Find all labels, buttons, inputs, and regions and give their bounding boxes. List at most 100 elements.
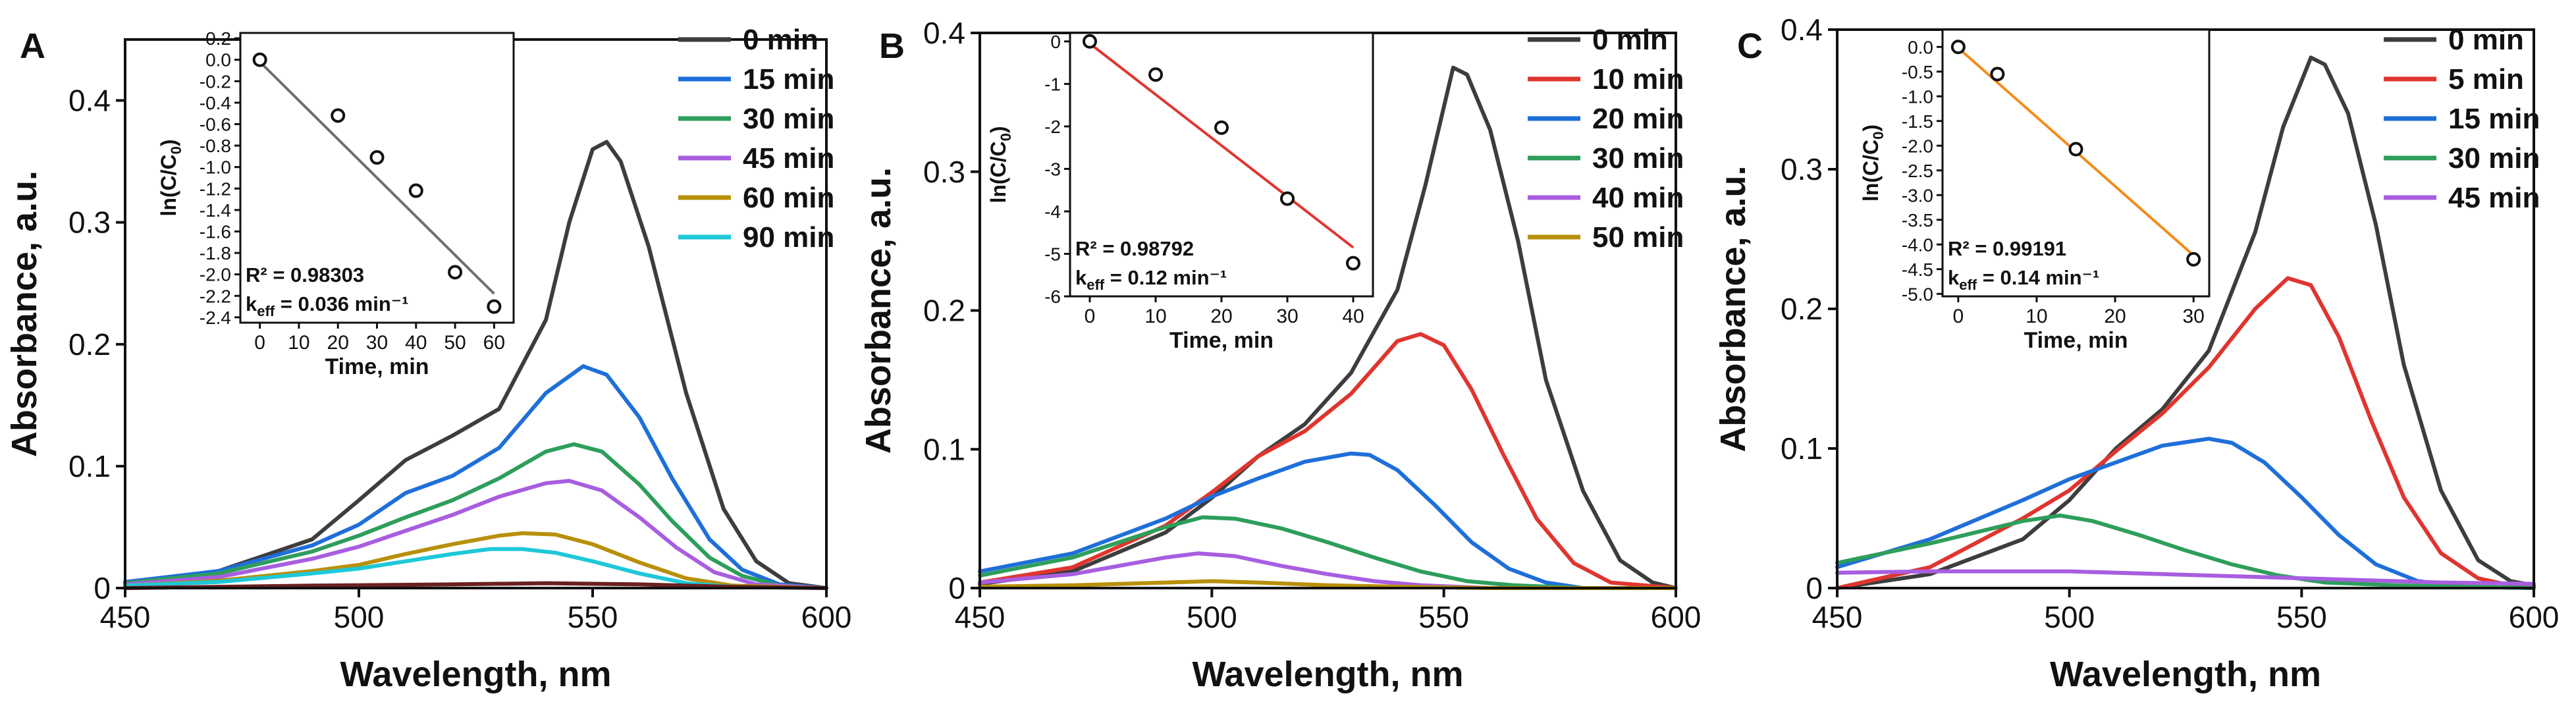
y-tick-label: 0.4	[1781, 13, 1823, 47]
inset-x-tick-label: 50	[444, 332, 466, 354]
k-sub: eff	[1087, 277, 1105, 293]
inset-x-tick-label: 40	[405, 332, 427, 354]
k-eff-annotation: keff = 0.14 min⁻¹	[1948, 266, 2099, 293]
x-tick-label: 600	[2509, 600, 2560, 634]
inset-y-tick-label: -3.5	[1902, 210, 1933, 230]
series-line-2	[978, 451, 1678, 590]
data-point	[252, 52, 267, 67]
panel-label: B	[879, 26, 905, 66]
series-line-1	[1835, 276, 2536, 590]
inset-y-tick-label: -6	[1044, 286, 1061, 307]
legend-label: 0 min	[743, 24, 818, 56]
data-point	[1990, 67, 2005, 82]
inset-y-tick-label: -2	[1044, 117, 1061, 137]
series-line-2	[1835, 437, 2536, 590]
inset-x-tick-label: 20	[1210, 306, 1232, 327]
y-tick-label: 0	[1806, 571, 1823, 605]
inset-x-tick-label: 30	[2182, 306, 2204, 327]
series-line-0	[123, 140, 828, 590]
series-line-3	[1835, 513, 2536, 590]
legend-label: 45 min	[2448, 182, 2540, 214]
inset-x-tick-label: 20	[327, 332, 349, 354]
fit-line	[259, 61, 495, 295]
inset-y-tick-label: 0.0	[1908, 37, 1933, 57]
inset-y-tick-label: -0.2	[200, 71, 231, 92]
legend: 0 min 5 min 15 min 30 min 45 min	[2384, 24, 2540, 214]
chart-panel-c: C 450 500 550 600 0 0.1 0.2 0.3 0.4 Wavelength, nm…	[1713, 13, 2559, 694]
panel-label: C	[1737, 26, 1763, 66]
series-line-0	[1835, 55, 2536, 590]
inset-x-tick-label: 10	[1144, 306, 1166, 327]
x-tick-label: 450	[1812, 600, 1863, 634]
y-tick-label: 0.3	[923, 155, 965, 189]
series-line-3	[123, 479, 828, 590]
inset-y-tick-label: -1.4	[200, 200, 231, 221]
legend-label: 0 min	[1592, 24, 1668, 56]
x-tick-label: 500	[334, 600, 385, 634]
y-tick-label: 0.1	[1781, 431, 1823, 466]
k-rest: = 0.12 min⁻¹	[1104, 266, 1227, 289]
x-tick-label: 550	[568, 600, 618, 634]
r-squared-annotation: R² = 0.98303	[246, 263, 364, 286]
inset-y-tick-label: -1.0	[1902, 86, 1933, 107]
inset-ylabel-sub: 0	[1870, 132, 1887, 140]
r-squared-annotation: R² = 0.99191	[1948, 237, 2066, 260]
legend-label: 30 min	[743, 103, 834, 135]
inset-y-tick-label: 0.0	[205, 50, 231, 70]
inset-y-tick-label: -3	[1044, 159, 1061, 179]
inset-plot: 0 10 20 30 40 50 600.20.0-0.2-0.4-0.6-0.8-1.0-…	[157, 28, 515, 379]
x-axis-label: Wavelength, nm	[1192, 655, 1463, 694]
y-axis-label: Absorbance, a.u.	[1713, 165, 1753, 452]
y-tick-label: 0.2	[1781, 292, 1823, 326]
inset-y-tick-label: -2.4	[200, 308, 231, 328]
y-tick-label: 0	[948, 571, 965, 605]
legend-label: 10 min	[1592, 63, 1684, 95]
inset-x-tick-label: 40	[1342, 306, 1364, 327]
inset-y-tick-label: -0.5	[1902, 62, 1933, 82]
data-point	[369, 150, 385, 165]
k-main: k	[246, 292, 257, 315]
inset-y-tick-label: -5.0	[1902, 284, 1933, 304]
panel-label: A	[20, 26, 45, 66]
series-line-1	[123, 364, 828, 590]
y-axis-label: Absorbance, a.u.	[5, 171, 44, 457]
y-tick-label: 0.1	[68, 449, 111, 483]
data-point	[1148, 67, 1163, 82]
y-tick-label: 0.4	[923, 16, 965, 50]
inset-x-axis-label: Time, min	[1169, 328, 1274, 353]
data-point	[331, 108, 346, 123]
legend-label: 20 min	[1592, 103, 1684, 135]
inset-ylabel-close: )	[986, 126, 1010, 133]
inset-x-tick-label: 0	[1952, 306, 1964, 327]
x-tick-label: 600	[1651, 600, 1702, 634]
inset-y-axis-label: ln(C/C0)	[986, 126, 1014, 203]
inset-x-tick-label: 60	[483, 332, 505, 354]
inset-y-tick-label: -2.0	[200, 265, 231, 285]
inset-y-tick-label: -4.0	[1902, 234, 1933, 255]
inset-y-tick-label: -1.6	[200, 221, 231, 242]
inset-x-axis-label: Time, min	[2024, 328, 2128, 353]
inset-y-tick-label: -0.6	[200, 115, 231, 135]
data-point	[2186, 252, 2201, 267]
data-point	[408, 183, 423, 198]
inset-y-tick-label: -3.0	[1902, 185, 1933, 205]
k-rest: = 0.036 min⁻¹	[275, 292, 408, 315]
inset-x-tick-label: 10	[288, 332, 309, 354]
y-tick-label: 0.3	[1781, 152, 1823, 186]
inset-y-tick-label: -1.0	[200, 157, 231, 178]
legend-label: 50 min	[1592, 221, 1684, 254]
inset-y-tick-label: 0.2	[205, 28, 231, 49]
chart-panel-b: B 450 500 550 600 0 0.1 0.2 0.3 0.4 Wavelength, nm…	[859, 16, 1701, 694]
x-tick-label: 500	[2044, 600, 2095, 634]
inset-ylabel-sub: 0	[168, 146, 184, 154]
inset-ylabel-main: ln(C/C	[986, 141, 1010, 203]
k-eff-annotation: keff = 0.036 min⁻¹	[246, 292, 408, 319]
x-tick-label: 600	[801, 600, 852, 634]
inset-y-tick-label: -1.8	[200, 243, 231, 263]
x-axis-label: Wavelength, nm	[2050, 655, 2321, 694]
inset-y-axis-label: ln(C/C0)	[157, 139, 184, 216]
legend-label: 30 min	[1592, 142, 1684, 175]
series-line-3	[978, 515, 1678, 590]
